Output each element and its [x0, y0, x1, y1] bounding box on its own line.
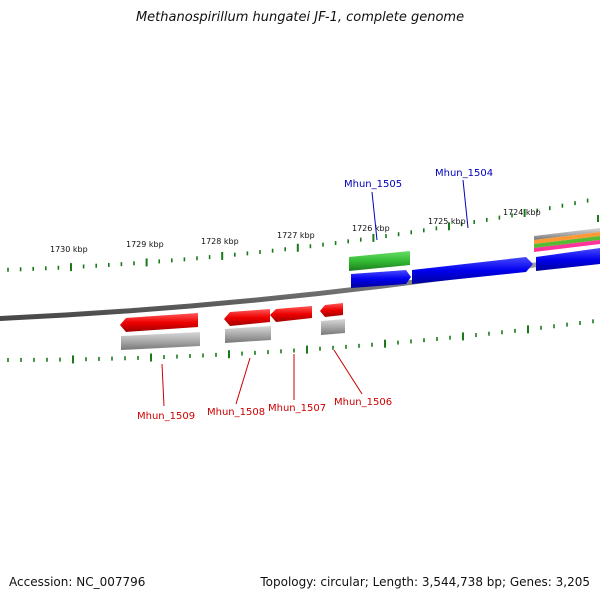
gene-mhun-1506-grey[interactable]	[321, 319, 345, 335]
gene-mhun-1505[interactable]	[351, 270, 411, 288]
feature-stack-orange	[534, 232, 600, 244]
gene-next-blue[interactable]	[536, 248, 600, 271]
scale-ticks-lower	[7, 319, 594, 364]
feature-stack-green	[534, 236, 600, 248]
gene-mhun-1509[interactable]	[120, 313, 198, 332]
gene-mhun-1509-grey[interactable]	[121, 332, 200, 350]
scale-label-1730: 1730 kbp	[50, 245, 88, 254]
feature-stack-pink	[534, 240, 600, 252]
scale-label-1729: 1729 kbp	[126, 240, 164, 249]
scale-ticks-upper	[7, 198, 589, 272]
gene-mhun-1508[interactable]	[224, 309, 270, 326]
genome-title: Methanospirillum hungatei JF-1, complete…	[135, 10, 465, 25]
label-mhun-1506[interactable]: Mhun_1506	[334, 397, 392, 408]
gene-mhun-1507[interactable]	[270, 306, 312, 322]
leader-mhun-1504	[462, 179, 469, 229]
gene-mhun-1506[interactable]	[320, 303, 343, 317]
feature-stack-grey	[534, 228, 600, 240]
gene-mhun-1504[interactable]	[412, 257, 533, 284]
scale-label-1728: 1728 kbp	[201, 237, 239, 246]
leader-mhun-1508	[235, 357, 251, 405]
label-mhun-1507[interactable]: Mhun_1507	[268, 403, 326, 414]
label-mhun-1505[interactable]: Mhun_1505	[344, 179, 402, 190]
topology-summary: Topology: circular; Length: 3,544,738 bp…	[260, 575, 590, 589]
leader-mhun-1506	[333, 349, 363, 395]
scale-label-1726: 1726 kbp	[352, 224, 390, 233]
leader-mhun-1509	[161, 363, 165, 407]
scale-label-1725: 1725 kbp	[428, 217, 466, 226]
scale-label-1727: 1727 kbp	[277, 231, 315, 240]
genome-backbone	[0, 252, 600, 321]
accession-text: Accession: NC_007796	[9, 575, 146, 589]
gene-mhun-1505-green[interactable]	[349, 251, 410, 271]
label-mhun-1509[interactable]: Mhun_1509	[137, 411, 195, 422]
label-mhun-1504[interactable]: Mhun_1504	[435, 168, 493, 179]
gene-mhun-1508-grey[interactable]	[225, 326, 271, 343]
leader-mhun-1505	[371, 191, 378, 241]
label-mhun-1508[interactable]: Mhun_1508	[207, 407, 265, 418]
scale-label-1724: 1724 kbp	[503, 208, 541, 217]
